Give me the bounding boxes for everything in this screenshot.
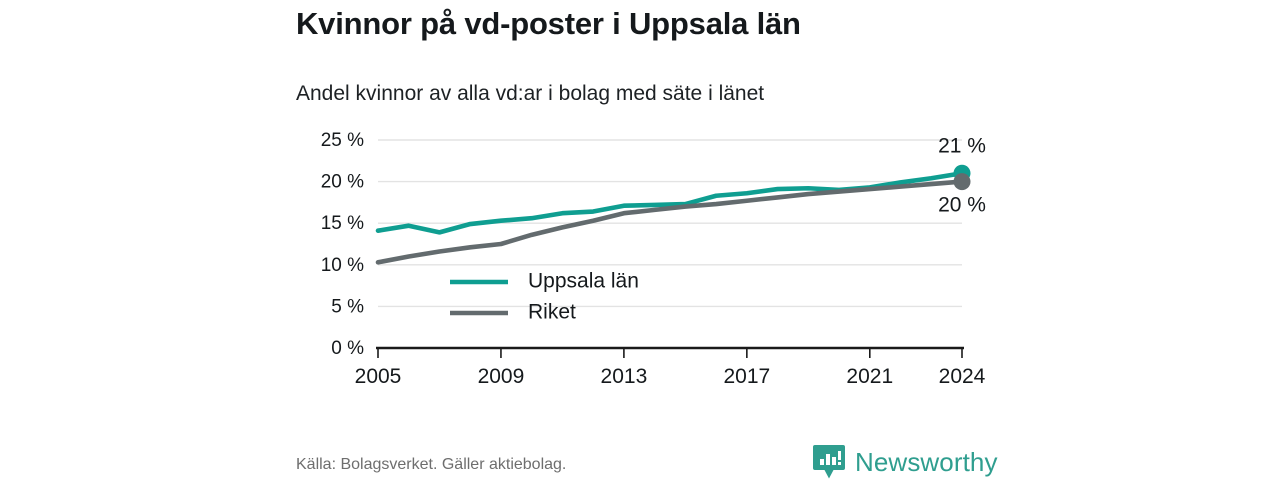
- end-label-uppsala-l-n: 21 %: [938, 134, 986, 157]
- newsworthy-pin-bars-icon: [813, 445, 845, 479]
- chart-legend: Uppsala län Riket: [450, 270, 639, 324]
- y-tick-label: 20 %: [321, 172, 364, 193]
- legend-label-riket: Riket: [528, 301, 576, 324]
- legend-label-uppsala-l-n: Uppsala län: [528, 270, 639, 293]
- chart-svg: 0 %5 %10 %15 %20 %25 % 2005 2009 2013 2017 2…: [321, 130, 986, 388]
- y-tick-label: 15 %: [321, 213, 364, 234]
- line-chart: 0 % 5 % 10 % 15 % 20 % 25 % 2005 2009 2013 2017 2…: [0, 120, 1010, 400]
- x-axis-tick-labels: 2005 2009 2013 2017 2021 2024: [355, 365, 986, 388]
- y-tick-label: 5 %: [331, 296, 364, 317]
- page-title: Kvinnor på vd-poster i Uppsala län: [296, 6, 801, 41]
- series-line-riket: [375, 179, 965, 265]
- x-tick-label: 2009: [478, 365, 525, 388]
- y-tick-label: 25 %: [321, 130, 364, 151]
- end-label-riket: 20 %: [938, 194, 986, 217]
- x-axis: [376, 346, 964, 358]
- brand-name: Newsworthy: [855, 447, 998, 477]
- chart-subtitle: Andel kvinnor av alla vd:ar i bolag med …: [296, 82, 765, 105]
- x-tick-label: 2013: [601, 365, 648, 388]
- end-dot-riket: [953, 173, 971, 191]
- x-tick-label: 2017: [723, 365, 770, 388]
- y-tick-label: 0 %: [331, 338, 364, 359]
- chart-series-lines: [375, 170, 965, 265]
- source-note: Källa: Bolagsverket. Gäller aktiebolag.: [296, 456, 567, 473]
- newsworthy-logo: Newsworthy: [812, 444, 998, 480]
- x-tick-label: 2024: [939, 365, 986, 388]
- x-tick-label: 2021: [846, 365, 893, 388]
- x-tick-label: 2005: [355, 365, 402, 388]
- y-tick-label: 10 %: [321, 255, 364, 276]
- y-axis-tick-labels: 0 % 5 % 10 % 15 % 20 % 25 %: [321, 130, 364, 359]
- chart-end-markers: 21 % 20 %: [938, 134, 986, 216]
